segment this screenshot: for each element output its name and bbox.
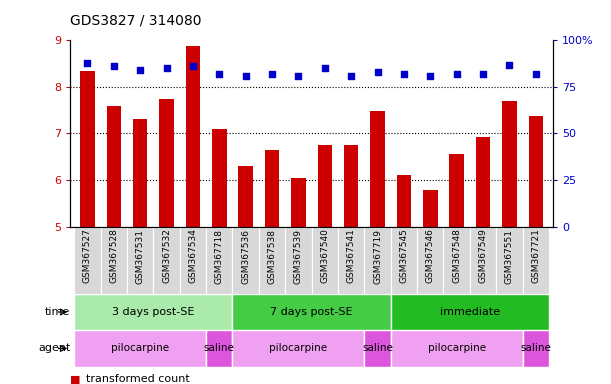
Point <box>135 67 145 73</box>
Text: immediate: immediate <box>440 307 500 317</box>
Bar <box>397 175 411 227</box>
Bar <box>153 227 180 294</box>
Bar <box>338 227 364 294</box>
Bar <box>423 190 437 227</box>
Text: GSM367548: GSM367548 <box>452 228 461 283</box>
Bar <box>318 145 332 227</box>
Bar <box>232 294 391 330</box>
Text: GSM367541: GSM367541 <box>346 228 356 283</box>
Point <box>162 65 172 71</box>
Bar <box>159 99 174 227</box>
Point <box>346 73 356 79</box>
Point <box>452 71 461 77</box>
Text: GSM367551: GSM367551 <box>505 228 514 283</box>
Bar <box>312 227 338 294</box>
Bar <box>212 129 227 227</box>
Bar <box>285 227 312 294</box>
Bar <box>417 227 444 294</box>
Bar <box>444 227 470 294</box>
Bar <box>502 101 517 227</box>
Text: GSM367538: GSM367538 <box>268 228 277 283</box>
Bar <box>370 111 385 227</box>
Bar <box>344 145 359 227</box>
Bar <box>74 330 206 367</box>
Bar <box>101 227 127 294</box>
Point <box>214 71 224 77</box>
Bar <box>232 227 259 294</box>
Text: GSM367527: GSM367527 <box>83 228 92 283</box>
Point <box>82 60 92 66</box>
Point <box>109 63 119 70</box>
Bar <box>496 227 522 294</box>
Text: agent: agent <box>38 343 70 354</box>
Point <box>425 73 435 79</box>
Point <box>293 73 303 79</box>
Text: saline: saline <box>521 343 551 354</box>
Text: pilocarpine: pilocarpine <box>428 343 486 354</box>
Bar <box>522 330 549 367</box>
Bar <box>206 330 232 367</box>
Text: GSM367536: GSM367536 <box>241 228 250 283</box>
Text: GSM367534: GSM367534 <box>188 228 197 283</box>
Text: GSM367545: GSM367545 <box>400 228 408 283</box>
Point <box>320 65 330 71</box>
Bar <box>106 106 121 227</box>
Text: GSM367539: GSM367539 <box>294 228 303 283</box>
Bar <box>259 227 285 294</box>
Point <box>267 71 277 77</box>
Bar <box>133 119 147 227</box>
Bar <box>232 330 364 367</box>
Text: saline: saline <box>362 343 393 354</box>
Point <box>188 63 198 70</box>
Text: GDS3827 / 314080: GDS3827 / 314080 <box>70 13 202 27</box>
Text: GSM367721: GSM367721 <box>532 228 540 283</box>
Bar <box>391 294 549 330</box>
Bar <box>450 154 464 227</box>
Text: GSM367546: GSM367546 <box>426 228 435 283</box>
Point <box>478 71 488 77</box>
Text: GSM367540: GSM367540 <box>320 228 329 283</box>
Text: 3 days post-SE: 3 days post-SE <box>112 307 194 317</box>
Text: GSM367549: GSM367549 <box>478 228 488 283</box>
Text: ■: ■ <box>70 374 81 384</box>
Text: transformed count: transformed count <box>86 374 189 384</box>
Text: GSM367718: GSM367718 <box>215 228 224 283</box>
Point <box>373 69 382 75</box>
Bar <box>291 178 306 227</box>
Text: time: time <box>45 307 70 317</box>
Bar <box>238 166 253 227</box>
Text: GSM367532: GSM367532 <box>162 228 171 283</box>
Text: pilocarpine: pilocarpine <box>269 343 327 354</box>
Bar <box>391 227 417 294</box>
Point <box>505 61 514 68</box>
Bar <box>529 116 543 227</box>
Point <box>531 71 541 77</box>
Bar <box>364 227 391 294</box>
Point <box>399 71 409 77</box>
Point <box>241 73 251 79</box>
Bar <box>186 46 200 227</box>
Text: saline: saline <box>204 343 235 354</box>
Text: 7 days post-SE: 7 days post-SE <box>270 307 353 317</box>
Text: GSM367528: GSM367528 <box>109 228 119 283</box>
Bar <box>391 330 522 367</box>
Bar <box>74 227 101 294</box>
Bar <box>80 71 95 227</box>
Bar <box>127 227 153 294</box>
Bar <box>470 227 496 294</box>
Bar <box>522 227 549 294</box>
Bar <box>206 227 232 294</box>
Text: pilocarpine: pilocarpine <box>111 343 169 354</box>
Bar <box>364 330 391 367</box>
Bar <box>265 150 279 227</box>
Text: GSM367719: GSM367719 <box>373 228 382 283</box>
Bar <box>476 137 490 227</box>
Bar <box>74 294 232 330</box>
Text: GSM367531: GSM367531 <box>136 228 145 283</box>
Bar <box>180 227 206 294</box>
